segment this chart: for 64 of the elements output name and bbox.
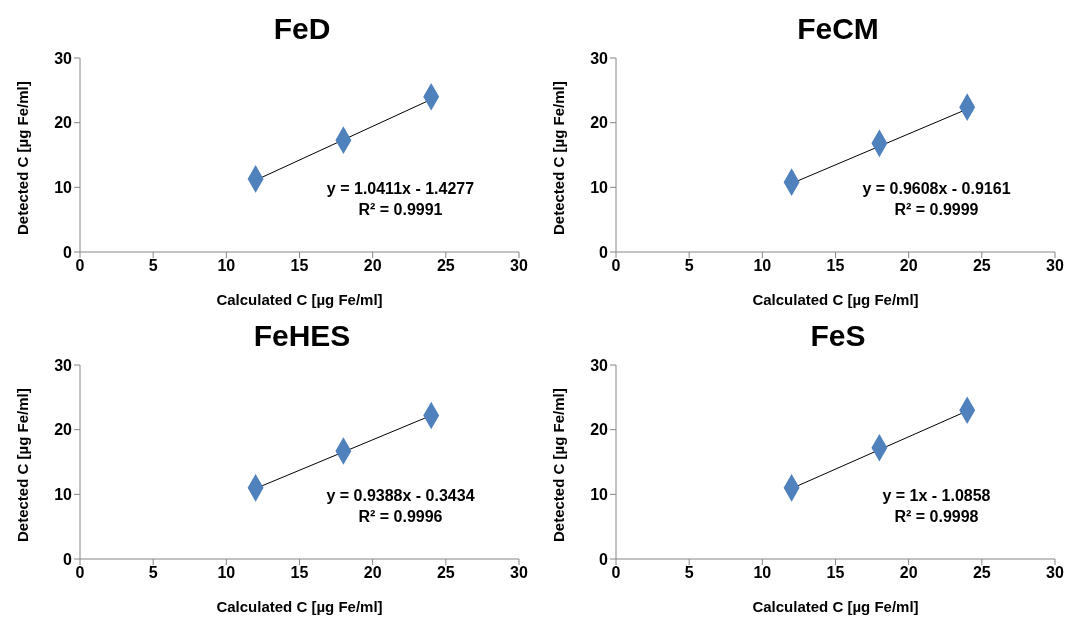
x-tick-label: 20 [899,564,918,582]
x-tick-label: 15 [290,564,309,582]
annotation: y = 0.9608x - 0.9161 [861,179,1012,200]
x-tick-label: 10 [217,564,236,582]
x-tick-label: 0 [75,257,85,275]
y-tick-label: 0 [599,550,609,568]
y-axis-title: Detected C [µg Fe/ml] [550,388,568,542]
y-axis-title: Detected C [µg Fe/ml] [14,81,32,235]
x-tick-label: 25 [972,564,991,582]
x-tick-label: 20 [899,257,918,275]
y-tick-label: 0 [63,550,73,568]
x-tick-label: 15 [826,564,845,582]
x-tick-label: 15 [290,257,309,275]
x-axis-title: Calculated C [µg Fe/ml] [216,291,383,308]
x-axis-title: Calculated C [µg Fe/ml] [752,291,919,308]
chart-title: FeHES [252,318,352,354]
y-axis-title: Detected C [µg Fe/ml] [550,81,568,235]
annotation: R² = 0.9998 [893,507,980,528]
y-tick-label: 20 [590,114,609,132]
x-tick-label: 5 [148,257,158,275]
x-tick-label: 25 [436,257,455,275]
x-tick-label: 0 [611,257,621,275]
y-tick-label: 30 [590,49,609,67]
x-tick-label: 20 [363,257,382,275]
chart-title: FeS [809,318,867,354]
y-tick-label: 0 [599,243,609,261]
y-tick-label: 30 [54,356,73,374]
x-tick-label: 30 [510,564,528,582]
annotation: R² = 0.9991 [357,200,444,221]
y-axis-title: Detected C [µg Fe/ml] [14,388,32,542]
y-tick-label: 30 [590,356,609,374]
x-tick-label: 5 [148,564,158,582]
chart-title: FeCM [796,11,880,47]
chart-title: FeD [272,11,332,47]
x-tick-label: 30 [1046,564,1064,582]
annotation: y = 1.0411x - 1.4277 [325,179,476,200]
annotation: y = 0.9388x - 0.3434 [325,486,476,507]
x-tick-label: 25 [436,564,455,582]
y-tick-label: 20 [54,114,73,132]
x-tick-label: 0 [75,564,85,582]
x-tick-label: 20 [363,564,382,582]
y-tick-label: 10 [590,486,609,504]
y-tick-label: 10 [590,179,609,197]
x-axis-title: Calculated C [µg Fe/ml] [752,598,919,615]
y-tick-label: 10 [54,486,73,504]
y-tick-label: 10 [54,179,73,197]
x-tick-label: 10 [217,257,236,275]
y-tick-label: 20 [590,421,609,439]
x-tick-label: 0 [611,564,621,582]
x-tick-label: 30 [510,257,528,275]
y-tick-label: 20 [54,421,73,439]
annotation: R² = 0.9996 [357,507,444,528]
annotation: R² = 0.9999 [893,200,980,221]
x-axis-title: Calculated C [µg Fe/ml] [216,598,383,615]
x-tick-label: 5 [684,257,694,275]
x-tick-label: 5 [684,564,694,582]
x-tick-label: 30 [1046,257,1064,275]
x-tick-label: 10 [753,257,772,275]
x-tick-label: 25 [972,257,991,275]
x-tick-label: 10 [753,564,772,582]
y-tick-label: 0 [63,243,73,261]
annotation: y = 1x - 1.0858 [881,486,992,507]
y-tick-label: 30 [54,49,73,67]
x-tick-label: 15 [826,257,845,275]
